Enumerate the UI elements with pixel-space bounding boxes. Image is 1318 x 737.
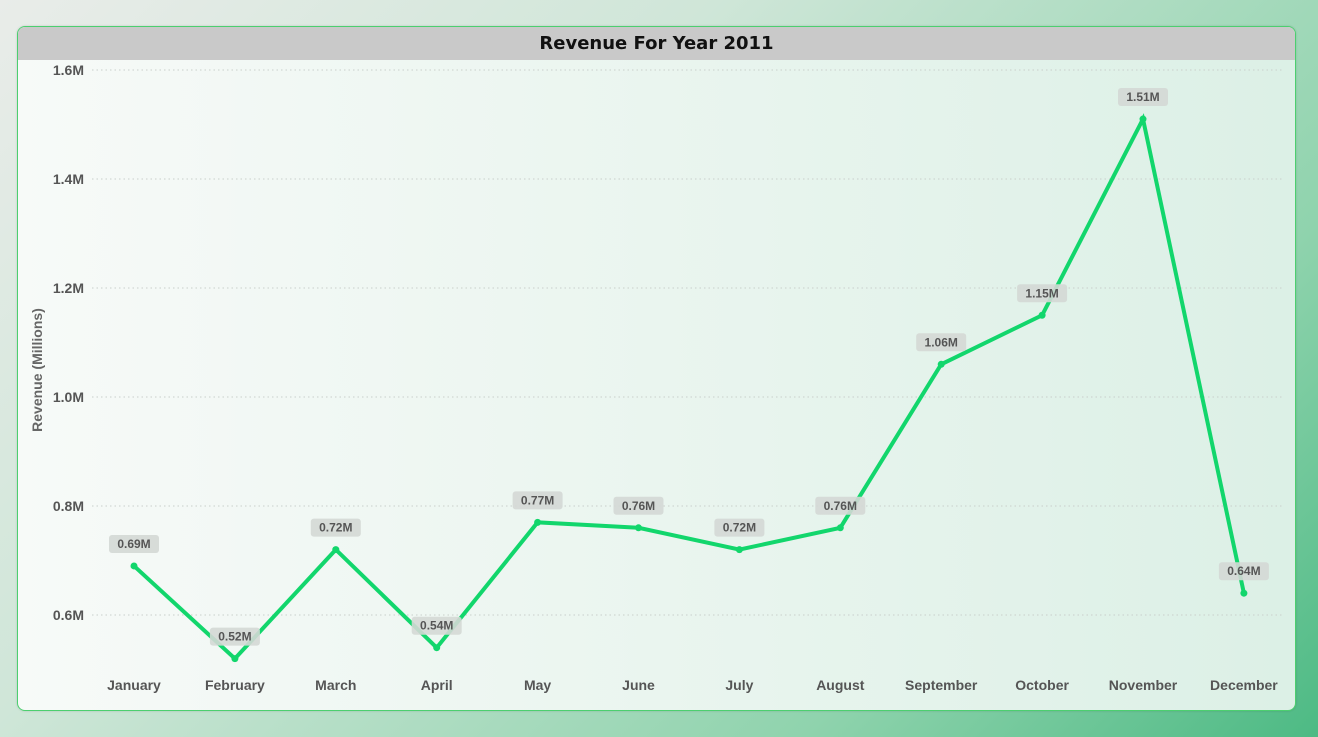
data-point — [635, 524, 642, 532]
data-label: 1.51M — [1126, 90, 1159, 104]
data-label-bg — [1118, 88, 1168, 107]
x-tick-label: May — [524, 677, 551, 693]
x-tick-label: April — [421, 677, 453, 693]
data-point — [1240, 589, 1248, 597]
data-point — [937, 360, 945, 368]
data-label-bg — [916, 333, 967, 352]
series-line — [132, 113, 1246, 662]
data-point — [332, 546, 340, 554]
y-tick-label: 1.2M — [53, 280, 84, 296]
x-tick-label: March — [315, 677, 356, 693]
data-label-bg — [512, 491, 563, 510]
data-point — [534, 518, 542, 526]
data-label: 0.72M — [723, 521, 756, 535]
x-tick-label: January — [107, 677, 161, 693]
data-label: 1.15M — [1025, 286, 1058, 300]
x-tick-label: August — [816, 677, 865, 693]
data-label: 0.64M — [1227, 564, 1260, 578]
data-label: 0.69M — [117, 537, 150, 551]
data-label: 0.72M — [319, 521, 352, 535]
x-tick-label: February — [205, 677, 265, 693]
data-label-bg — [714, 518, 765, 537]
y-tick-label: 0.6M — [53, 607, 84, 623]
x-tick-label: November — [1109, 677, 1178, 693]
data-label: 0.77M — [521, 493, 554, 507]
data-point — [735, 546, 743, 554]
x-tick-label: December — [1210, 677, 1278, 693]
x-tick-label: July — [725, 677, 753, 693]
data-label-bg — [613, 496, 664, 515]
line-chart: 0.6M 0.8M 1.0M 1.2M 1.4M 1.6M Revenue (Million… — [29, 62, 1284, 693]
data-label-bg — [310, 518, 361, 537]
data-point — [130, 562, 138, 570]
data-label: 0.52M — [218, 630, 251, 644]
x-tick-label: October — [1015, 677, 1069, 693]
data-label-bg — [109, 534, 159, 553]
y-tick-label: 0.8M — [53, 498, 84, 514]
data-point — [433, 644, 441, 652]
y-tick-label: 1.6M — [53, 62, 84, 78]
y-tick-label: 1.4M — [53, 171, 84, 187]
data-point — [231, 655, 239, 663]
data-label-bg — [411, 616, 462, 635]
chart-title-bar: Revenue For Year 2011 — [18, 27, 1295, 60]
data-point — [1139, 115, 1147, 123]
data-label-bg — [1017, 284, 1068, 303]
y-tick-label: 1.0M — [53, 389, 84, 405]
x-tick-label: September — [905, 677, 978, 693]
data-label-bg — [1218, 562, 1269, 581]
chart-card: Revenue For Year 2011 0.6M 0.8M 1.0M 1.2M 1.… — [17, 26, 1296, 711]
data-label-bg — [815, 496, 866, 515]
data-point — [1038, 311, 1046, 319]
data-label: 0.76M — [824, 499, 857, 513]
data-label: 0.54M — [420, 619, 453, 633]
data-point — [836, 524, 844, 532]
data-label-bg — [209, 627, 260, 646]
data-label: 0.76M — [622, 499, 655, 513]
chart-title: Revenue For Year 2011 — [539, 33, 774, 54]
x-tick-label: June — [622, 677, 655, 693]
y-axis-title: Revenue (Millions) — [29, 308, 45, 432]
data-label: 1.06M — [925, 335, 958, 349]
